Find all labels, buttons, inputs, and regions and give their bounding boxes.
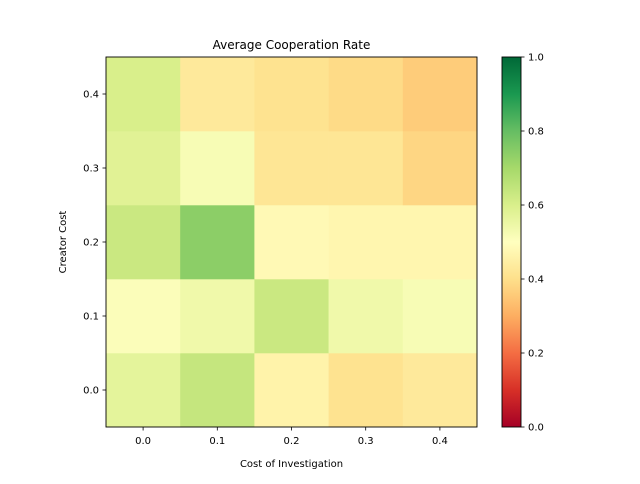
x-tick-label: 0.3 <box>358 436 374 447</box>
heatmap-cell <box>106 279 181 354</box>
heatmap-cell <box>254 353 329 428</box>
heatmap-cell <box>402 353 478 428</box>
heatmap-cell <box>180 353 255 428</box>
heatmap-cell <box>180 279 255 354</box>
y-tick-label: 0.0 <box>83 386 99 397</box>
heatmap-cell <box>180 205 255 280</box>
colorbar-axis: 0.0 0.2 0.4 0.6 0.8 1.0 <box>521 53 544 434</box>
heatmap-cell <box>254 279 329 354</box>
colorbar-tick-label: 0.4 <box>528 275 544 286</box>
heatmap-cell <box>402 57 478 132</box>
x-axis: 0.0 0.1 0.2 0.3 0.4 <box>135 427 448 447</box>
y-axis-label: Creator Cost <box>58 211 69 274</box>
heatmap-cell <box>328 279 404 354</box>
heatmap-cell <box>328 205 404 280</box>
heatmap-cell <box>402 279 478 354</box>
x-tick-label: 0.0 <box>135 436 151 447</box>
y-tick-label: 0.3 <box>83 164 99 175</box>
colorbar-tick-label: 0.8 <box>528 127 544 138</box>
heatmap-cell <box>180 57 255 132</box>
chart-title: Average Cooperation Rate <box>213 38 371 52</box>
heatmap-cell <box>106 131 181 206</box>
y-tick-label: 0.2 <box>83 238 99 249</box>
colorbar <box>501 56 522 428</box>
heatmap-cell <box>402 205 478 280</box>
heatmap-cell <box>180 131 255 206</box>
colorbar-tick-label: 0.2 <box>528 349 544 360</box>
heatmap-cell <box>328 57 404 132</box>
heatmap-cell <box>254 205 329 280</box>
colorbar-tick-label: 1.0 <box>528 53 544 64</box>
heatmap-cell <box>254 131 329 206</box>
x-tick-label: 0.2 <box>284 436 300 447</box>
heatmap-cell <box>328 353 404 428</box>
heatmap-cell <box>402 131 478 206</box>
heatmap-cell <box>106 353 181 428</box>
x-axis-label: Cost of Investigation <box>240 459 343 470</box>
colorbar-tick-label: 0.6 <box>528 201 544 212</box>
heatmap-cell <box>254 57 329 132</box>
heatmap-cell <box>106 57 181 132</box>
heatmap-cell <box>328 131 404 206</box>
heatmap-cell <box>106 205 181 280</box>
x-tick-label: 0.4 <box>432 436 448 447</box>
y-tick-label: 0.1 <box>83 312 99 323</box>
y-axis: 0.0 0.1 0.2 0.3 0.4 <box>83 90 106 397</box>
y-tick-label: 0.4 <box>83 90 99 101</box>
heatmap-cells <box>106 57 478 428</box>
x-tick-label: 0.1 <box>209 436 225 447</box>
colorbar-tick-label: 0.0 <box>528 423 544 434</box>
